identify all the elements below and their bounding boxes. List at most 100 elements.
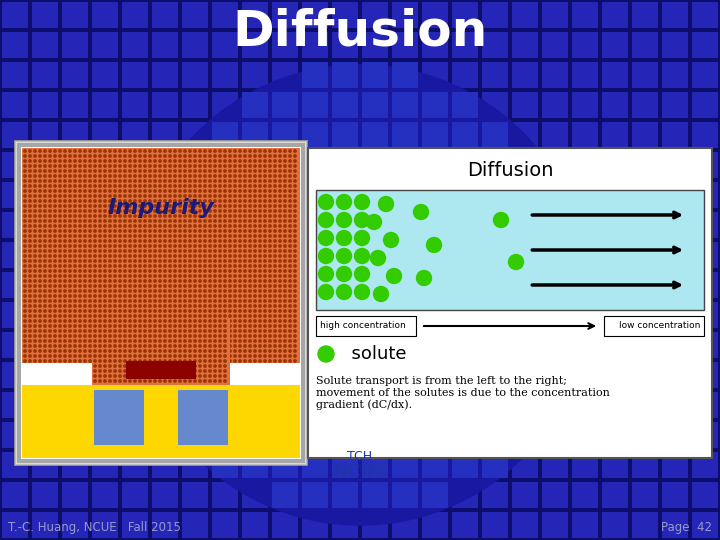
Circle shape	[244, 445, 246, 447]
Bar	[362, 92, 388, 118]
Circle shape	[294, 265, 296, 267]
Circle shape	[209, 270, 211, 272]
Circle shape	[159, 420, 161, 422]
Circle shape	[144, 210, 146, 212]
Circle shape	[184, 345, 186, 347]
Circle shape	[258, 165, 261, 167]
Circle shape	[134, 235, 136, 237]
Bar	[422, 332, 448, 358]
Circle shape	[258, 395, 261, 397]
Circle shape	[109, 350, 111, 352]
Circle shape	[179, 345, 181, 347]
Circle shape	[78, 185, 81, 187]
Circle shape	[284, 225, 287, 227]
Circle shape	[39, 420, 41, 422]
Circle shape	[69, 360, 71, 362]
Circle shape	[184, 230, 186, 232]
Circle shape	[279, 435, 282, 437]
Circle shape	[214, 375, 216, 377]
Circle shape	[109, 245, 111, 247]
Circle shape	[109, 430, 111, 432]
Circle shape	[168, 290, 171, 292]
Circle shape	[69, 430, 71, 432]
Circle shape	[194, 230, 196, 232]
Circle shape	[154, 355, 156, 357]
Circle shape	[199, 335, 201, 337]
Circle shape	[119, 410, 121, 412]
Circle shape	[194, 220, 196, 222]
Circle shape	[179, 280, 181, 282]
Bar	[422, 422, 448, 448]
Circle shape	[134, 355, 136, 357]
Circle shape	[144, 435, 146, 437]
Circle shape	[249, 260, 251, 262]
Circle shape	[29, 215, 31, 217]
Circle shape	[109, 325, 111, 327]
Circle shape	[224, 215, 226, 217]
Circle shape	[119, 260, 121, 262]
Circle shape	[94, 250, 96, 252]
Bar	[92, 362, 118, 388]
Circle shape	[134, 350, 136, 352]
Circle shape	[94, 375, 96, 377]
Circle shape	[264, 265, 266, 267]
Circle shape	[39, 445, 41, 447]
Circle shape	[39, 365, 41, 367]
Circle shape	[69, 220, 71, 222]
Circle shape	[184, 445, 186, 447]
Circle shape	[189, 245, 192, 247]
Circle shape	[139, 410, 141, 412]
Bar	[662, 302, 688, 328]
Circle shape	[69, 260, 71, 262]
Bar	[122, 242, 148, 268]
Circle shape	[154, 235, 156, 237]
Circle shape	[159, 315, 161, 317]
Circle shape	[284, 395, 287, 397]
Circle shape	[129, 370, 131, 372]
Circle shape	[49, 425, 51, 427]
Circle shape	[129, 180, 131, 182]
Circle shape	[189, 360, 192, 362]
Circle shape	[134, 190, 136, 192]
Circle shape	[184, 325, 186, 327]
Circle shape	[264, 305, 266, 307]
Circle shape	[134, 215, 136, 217]
Circle shape	[134, 225, 136, 227]
Circle shape	[219, 410, 221, 412]
Circle shape	[54, 350, 56, 352]
Circle shape	[289, 285, 291, 287]
Bar	[212, 182, 238, 208]
Circle shape	[168, 440, 171, 442]
Circle shape	[289, 365, 291, 367]
Circle shape	[39, 340, 41, 342]
Bar	[2, 302, 28, 328]
Circle shape	[249, 180, 251, 182]
Circle shape	[149, 175, 151, 177]
Circle shape	[24, 420, 26, 422]
Bar	[272, 92, 298, 118]
Bar	[542, 212, 568, 238]
Circle shape	[294, 395, 296, 397]
Circle shape	[234, 160, 236, 162]
Circle shape	[109, 225, 111, 227]
Circle shape	[199, 330, 201, 332]
Bar	[362, 122, 388, 148]
Circle shape	[129, 255, 131, 257]
Circle shape	[99, 150, 102, 152]
Circle shape	[219, 215, 221, 217]
Circle shape	[139, 190, 141, 192]
Circle shape	[264, 210, 266, 212]
Circle shape	[94, 260, 96, 262]
Circle shape	[253, 445, 256, 447]
Circle shape	[54, 195, 56, 197]
Circle shape	[69, 160, 71, 162]
Circle shape	[89, 390, 91, 392]
Circle shape	[44, 270, 46, 272]
Bar	[452, 302, 478, 328]
Bar	[362, 482, 388, 508]
Circle shape	[119, 150, 121, 152]
Bar	[632, 332, 658, 358]
Circle shape	[24, 350, 26, 352]
Bar	[362, 332, 388, 358]
Circle shape	[124, 365, 126, 367]
